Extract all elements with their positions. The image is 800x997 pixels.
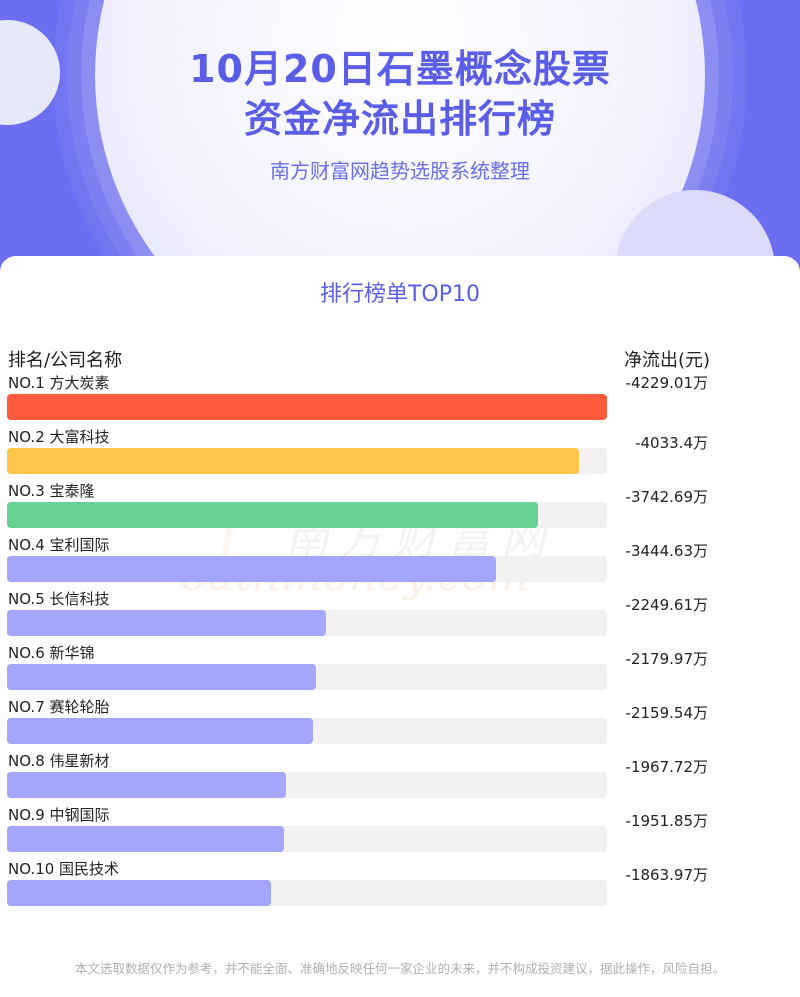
bar-label: NO.1 方大炭素	[8, 374, 110, 392]
bar-label: NO.7 赛轮轮胎	[8, 698, 110, 716]
page-title-line1: 10月20日石墨概念股票	[189, 47, 611, 91]
bar	[7, 556, 496, 582]
bar-value-label: -4033.4万	[635, 434, 708, 452]
bar-value-label: -1967.72万	[625, 758, 708, 776]
bar-label: NO.3 宝泰隆	[8, 482, 95, 500]
bar-label: NO.2 大富科技	[8, 428, 110, 446]
bar-label: NO.5 长信科技	[8, 590, 110, 608]
page-subtitle: 南方财富网趋势选股系统整理	[270, 159, 530, 183]
header-banner: 10月20日石墨概念股票 资金净流出排行榜 南方财富网趋势选股系统整理	[0, 0, 800, 290]
bar-value-label: -2159.54万	[625, 704, 708, 722]
bar-value-label: -2249.61万	[625, 596, 708, 614]
bar	[7, 448, 579, 474]
bar-value-label: -1951.85万	[625, 812, 708, 830]
section-title: 排行榜单TOP10	[319, 282, 481, 307]
bar-label: NO.6 新华锦	[8, 644, 95, 662]
column-header-company: 排名/公司名称	[8, 350, 123, 371]
bar-label: NO.4 宝利国际	[8, 536, 110, 554]
bar-value-label: -3444.63万	[625, 542, 708, 560]
page-title-line2: 资金净流出排行榜	[243, 97, 556, 141]
bar-label: NO.10 国民技术	[8, 860, 120, 878]
bar-label: NO.8 伟星新材	[8, 752, 110, 770]
bar-label: NO.9 中钢国际	[8, 806, 110, 824]
bar	[7, 664, 316, 690]
bar	[7, 826, 284, 852]
bar-value-label: -2179.97万	[625, 650, 708, 668]
bar-value-label: -4229.01万	[625, 374, 708, 392]
bar	[7, 880, 271, 906]
disclaimer-footer: 本文选取数据仅作为参考，并不能全面、准确地反映任何一家企业的未来，并不构成投资建…	[74, 961, 725, 976]
bar	[7, 394, 607, 420]
bar-value-label: -1863.97万	[625, 866, 708, 884]
header-circle-decoration	[95, 0, 705, 290]
bar	[7, 772, 286, 798]
bar	[7, 502, 538, 528]
bar	[7, 718, 313, 744]
bar	[7, 610, 326, 636]
column-header-outflow: 净流出(元)	[623, 350, 710, 371]
bar-value-label: -3742.69万	[625, 488, 708, 506]
